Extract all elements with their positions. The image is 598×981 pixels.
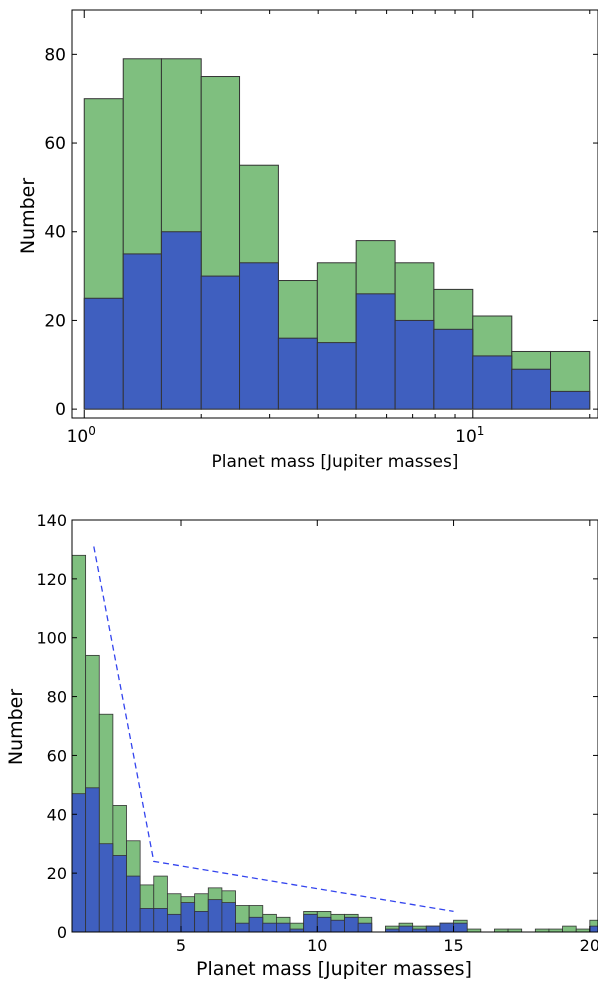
y-tick-label-1: 20 bbox=[44, 311, 66, 331]
bar-subset-38 bbox=[589, 925, 598, 933]
y-tick-label-2: 40 bbox=[47, 805, 67, 824]
bar-subset-14 bbox=[262, 922, 277, 933]
bar-subset-13 bbox=[248, 916, 264, 933]
bar-subset-19 bbox=[330, 919, 345, 933]
bottom-histogram-bars bbox=[71, 554, 598, 933]
bar-subset-24 bbox=[398, 925, 414, 933]
y-tick-label-4: 80 bbox=[47, 688, 67, 707]
x-tick-label-0: 5 bbox=[176, 936, 186, 955]
bar-subset-0 bbox=[83, 297, 124, 410]
top-histogram-bars bbox=[83, 58, 591, 410]
top-histogram-axes: 0 20 40 60 80 100 101 bbox=[44, 10, 598, 447]
bar-subset-4 bbox=[126, 875, 141, 933]
bar-subset-15 bbox=[276, 922, 291, 933]
bar-subset-11 bbox=[511, 368, 552, 410]
y-tick-label-5: 100 bbox=[36, 629, 67, 648]
bottom-plot-frame bbox=[71, 519, 598, 933]
bottom-histogram: 0 20 40 60 80 100 120 140 5 10 15 20 Planet mass [J… bbox=[5, 511, 598, 980]
top-histogram: 0 20 40 60 80 100 101 Planet mass [Jupiter mas… bbox=[17, 9, 598, 472]
bottom-y-axis-label: Number bbox=[5, 689, 27, 766]
y-tick-label-6: 120 bbox=[36, 570, 67, 589]
bar-subset-20 bbox=[344, 916, 359, 933]
bar-subset-2 bbox=[160, 231, 202, 410]
bar-subset-10 bbox=[207, 899, 223, 933]
y-tick-label-1: 20 bbox=[47, 864, 67, 883]
bar-subset-5 bbox=[139, 908, 155, 933]
bar-subset-12 bbox=[235, 922, 250, 933]
bottom-x-axis-label: Planet mass [Jupiter masses] bbox=[196, 958, 472, 980]
bar-subset-21 bbox=[357, 922, 373, 933]
y-tick-label-0: 0 bbox=[57, 923, 67, 942]
x-tick-label-2: 15 bbox=[443, 936, 463, 955]
bar-subset-8 bbox=[394, 319, 435, 410]
y-tick-label-0: 0 bbox=[55, 400, 66, 420]
y-tick-label-3: 60 bbox=[44, 134, 66, 154]
bar-subset-6 bbox=[316, 342, 357, 410]
bar-subset-3 bbox=[200, 275, 241, 410]
y-tick-label-2: 40 bbox=[44, 223, 66, 243]
bar-subset-7 bbox=[355, 293, 396, 410]
top-x-axis-label: Planet mass [Jupiter masses] bbox=[212, 452, 459, 472]
x-tick-label-3: 20 bbox=[580, 936, 598, 955]
y-tick-label-7: 140 bbox=[36, 511, 67, 530]
bar-subset-6 bbox=[153, 908, 168, 933]
bar-subset-7 bbox=[166, 913, 182, 933]
bar-subset-28 bbox=[453, 922, 468, 933]
y-tick-label-4: 80 bbox=[44, 45, 66, 65]
y-tick-label-3: 60 bbox=[47, 746, 67, 765]
bar-subset-10 bbox=[472, 355, 513, 410]
top-plot-frame bbox=[71, 9, 598, 419]
bar-subset-2 bbox=[98, 843, 114, 933]
bar-subset-1 bbox=[122, 253, 162, 410]
bottom-histogram-axes: 0 20 40 60 80 100 120 140 5 10 15 20 bbox=[36, 511, 598, 955]
bar-subset-1 bbox=[85, 787, 100, 933]
bar-subset-5 bbox=[277, 337, 318, 410]
x-tick-label-0: 100 bbox=[67, 424, 96, 447]
bar-subset-9 bbox=[433, 328, 474, 410]
bar-total-36 bbox=[562, 925, 577, 933]
top-y-axis-label: Number bbox=[17, 178, 39, 255]
bar-subset-9 bbox=[194, 911, 209, 933]
bar-subset-27 bbox=[439, 922, 454, 933]
bar-subset-18 bbox=[316, 916, 332, 933]
bar-subset-11 bbox=[221, 902, 236, 933]
bar-subset-8 bbox=[180, 902, 196, 933]
x-tick-label-1: 10 bbox=[307, 936, 327, 955]
bottom-dashed-line bbox=[93, 546, 454, 913]
x-tick-label-1: 101 bbox=[455, 424, 484, 447]
bar-subset-12 bbox=[550, 390, 591, 410]
bar-subset-4 bbox=[239, 262, 279, 410]
bar-subset-3 bbox=[112, 855, 127, 933]
bar-subset-26 bbox=[425, 925, 441, 933]
bar-subset-17 bbox=[303, 913, 318, 933]
